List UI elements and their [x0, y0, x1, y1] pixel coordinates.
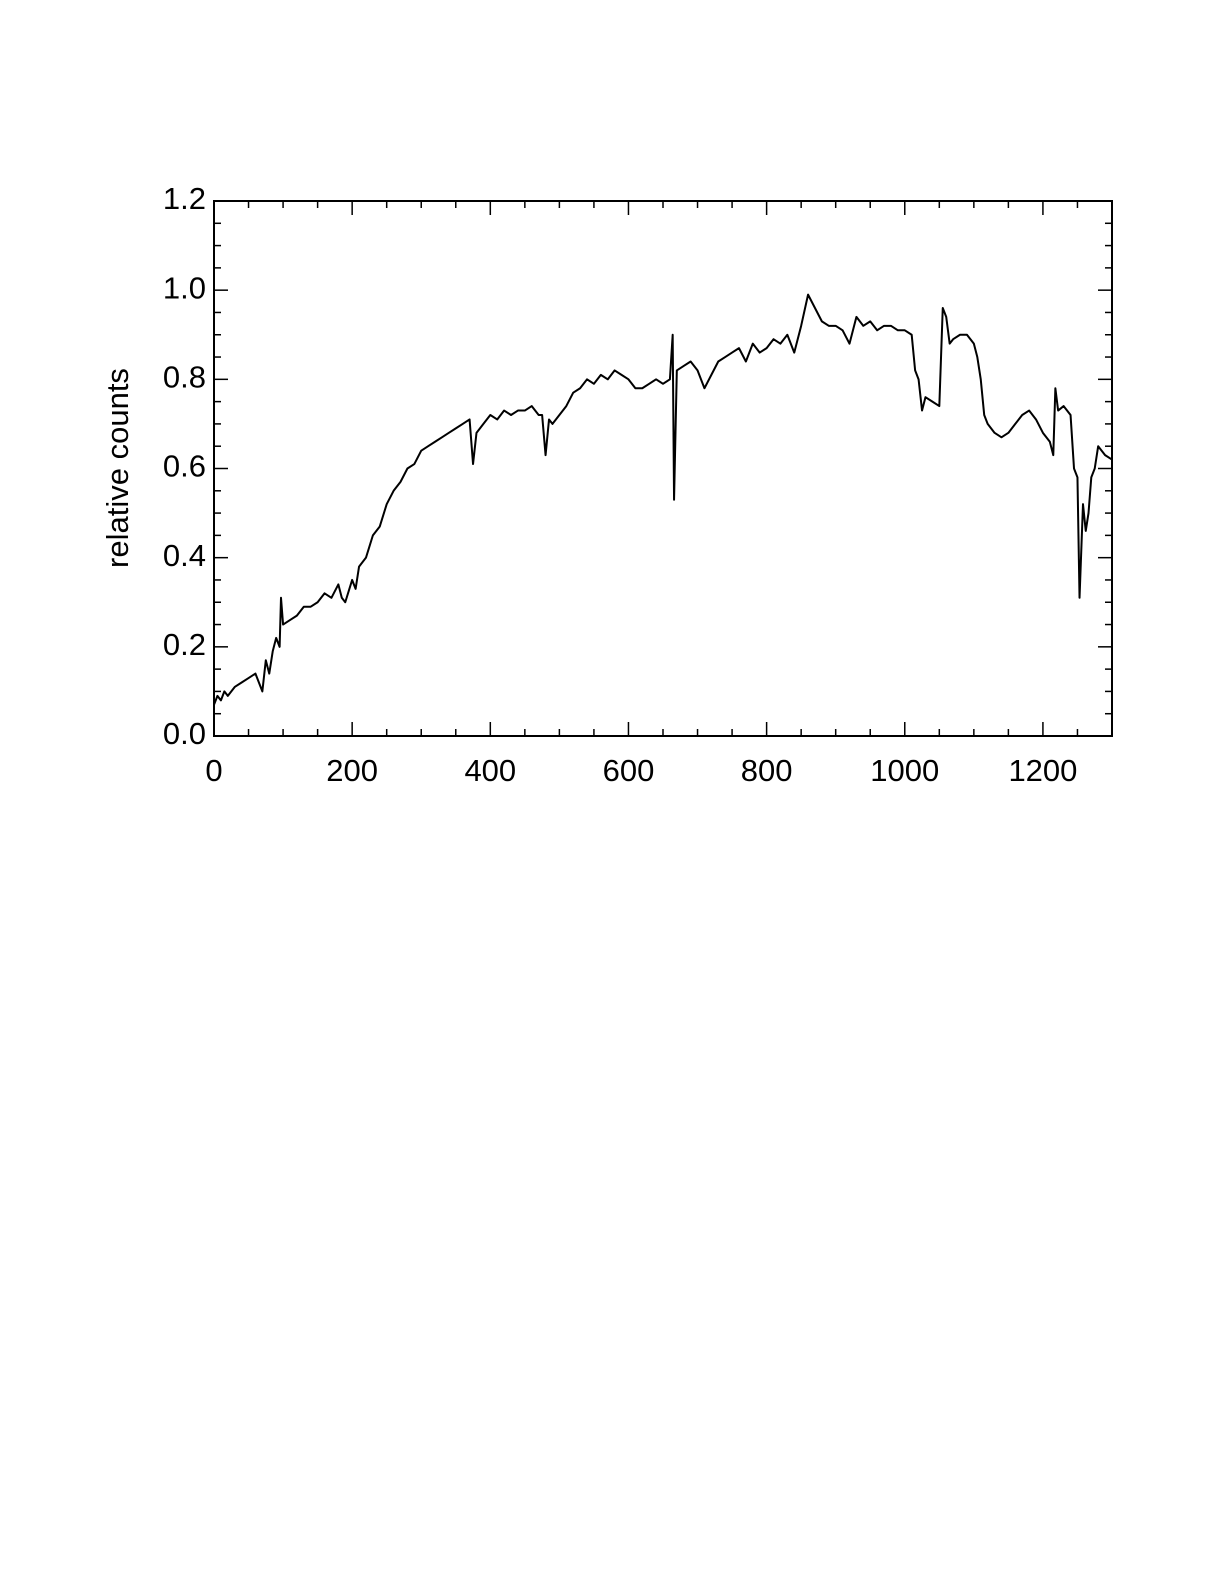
x-tick-label: 1000 — [870, 753, 939, 788]
x-tick-label: 800 — [741, 753, 793, 788]
data-line — [213, 293, 1113, 706]
y-tick-label: 1.0 — [163, 270, 206, 305]
y-tick-label: 1.2 — [163, 181, 206, 216]
x-tick-label: 600 — [603, 753, 655, 788]
y-tick-label: 0.2 — [163, 627, 206, 662]
x-tick-label: 400 — [464, 753, 516, 788]
y-tick-label: 0.4 — [163, 538, 206, 573]
y-tick-label: 0.0 — [163, 716, 206, 751]
y-tick-label: 0.6 — [163, 449, 206, 484]
x-tick-label: 0 — [205, 753, 222, 788]
y-tick-label: 0.8 — [163, 360, 206, 395]
x-tick-label: 1200 — [1008, 753, 1077, 788]
y-axis-label: relative counts — [100, 368, 135, 568]
x-tick-label: 200 — [326, 753, 378, 788]
